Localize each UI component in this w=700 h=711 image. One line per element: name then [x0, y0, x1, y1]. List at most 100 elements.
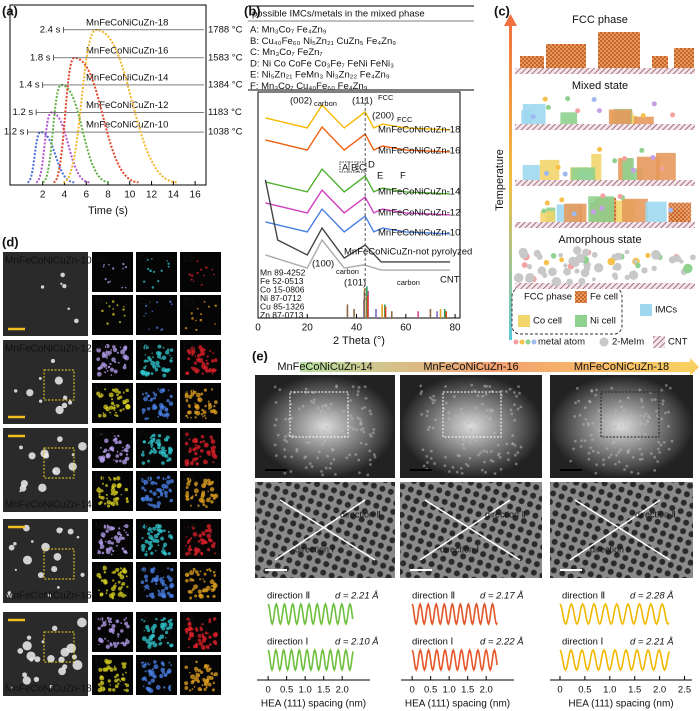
particle: [8, 544, 15, 551]
eds-signal: [113, 459, 115, 461]
eds-signal: [202, 410, 207, 415]
lattice-dot: [430, 449, 433, 453]
lattice-dot: [615, 453, 618, 457]
eds-signal: [164, 406, 167, 409]
eds-signal: [117, 682, 120, 685]
eds-signal: [125, 617, 128, 620]
eds-signal: [102, 620, 105, 624]
eds-signal: [146, 407, 151, 411]
eds-signal: [149, 544, 154, 548]
eds-signal: [140, 496, 146, 502]
lattice-dot: [283, 438, 287, 442]
eds-signal: [167, 551, 171, 556]
eds-signal: [186, 617, 190, 622]
eds-signal: [121, 662, 124, 665]
eds-signal: [144, 417, 148, 421]
eds-signal: [169, 354, 171, 357]
eds-signal: [203, 485, 206, 488]
lattice-dot: [588, 400, 592, 404]
eds-signal: [103, 448, 108, 452]
eds-signal: [165, 449, 167, 452]
eds-signal: [109, 643, 113, 647]
lattice-dot: [287, 433, 291, 437]
lattice-dot: [444, 385, 447, 388]
eds-signal: [100, 686, 106, 692]
lattice-dot: [312, 398, 316, 402]
eds-signal: [166, 480, 171, 485]
eds-signal: [166, 348, 170, 351]
eds-signal: [161, 671, 165, 675]
eds-signal: [212, 445, 215, 447]
duration-label: 2.4 s: [40, 24, 61, 35]
xrd-pattern: [265, 188, 451, 216]
eds-signal: [193, 584, 198, 590]
eds-signal: [203, 274, 205, 277]
element-label: Mn: [95, 341, 108, 351]
eds-signal: [147, 662, 151, 666]
lattice-dot: [290, 455, 294, 459]
eds-signal: [200, 645, 206, 650]
element-label: Fe: [139, 429, 150, 439]
eds-signal: [117, 486, 120, 489]
eds-signal: [152, 437, 156, 440]
lattice-dot: [667, 447, 671, 451]
eds-signal: [169, 618, 173, 622]
eds-signal: [194, 355, 197, 358]
zoom-box: [43, 548, 75, 580]
amorphous-atom: [525, 272, 535, 283]
eds-signal: [197, 540, 201, 543]
eds-signal: [170, 536, 174, 540]
table-title: possible IMCs/metals in the mixed phase: [252, 9, 425, 20]
eds-signal: [111, 403, 114, 405]
eds-signal: [207, 682, 212, 687]
eds-signal: [194, 594, 198, 598]
eds-signal: [194, 483, 197, 486]
intensity-profile: [411, 602, 498, 626]
eds-signal: [162, 478, 165, 481]
eds-signal: [160, 676, 162, 679]
cell-grain: [560, 112, 578, 124]
eds-signal: [185, 579, 189, 583]
amorphous-atom: [543, 259, 550, 266]
eds-signal: [188, 626, 193, 632]
lattice-dot: [602, 463, 605, 466]
annotation: E: [377, 171, 383, 182]
eds-signal: [191, 688, 194, 690]
eds-signal: [146, 359, 149, 363]
eds-signal: [159, 577, 163, 581]
lattice-dot: [426, 409, 430, 413]
lattice-dot: [453, 395, 456, 398]
lattice-dot: [283, 455, 287, 459]
eds-signal: [187, 622, 192, 627]
lattice-dot: [419, 392, 423, 396]
eds-signal: [123, 689, 126, 691]
lattice-dot: [453, 425, 456, 429]
eds-signal: [194, 403, 200, 409]
state-label: FCC phase: [572, 14, 628, 26]
xrd-pattern: [265, 103, 451, 131]
particle: [60, 282, 63, 285]
temperature-label: 1183 °C: [208, 107, 242, 118]
lattice-dot: [643, 432, 647, 436]
eds-signal: [191, 349, 196, 355]
eds-signal: [99, 675, 105, 681]
eds-signal: [147, 355, 151, 360]
lattice-dot: [587, 423, 591, 427]
eds-signal: [187, 646, 190, 649]
lattice-dot: [481, 402, 484, 406]
particle: [30, 540, 34, 543]
eds-signal: [211, 493, 215, 498]
eds-signal: [98, 667, 103, 672]
eds-signal: [105, 644, 110, 649]
lattice-dot: [329, 402, 333, 406]
amorphous-atom: [551, 276, 562, 287]
metal-atom: [597, 146, 603, 152]
eds-signal: [108, 350, 112, 355]
legend-swatch: [653, 336, 665, 348]
eds-signal: [201, 623, 204, 626]
eds-signal: [213, 574, 217, 577]
lattice-dot: [569, 459, 572, 463]
eds-signal: [204, 664, 208, 668]
lattice-dot: [662, 440, 666, 444]
metal-atom: [545, 104, 551, 110]
